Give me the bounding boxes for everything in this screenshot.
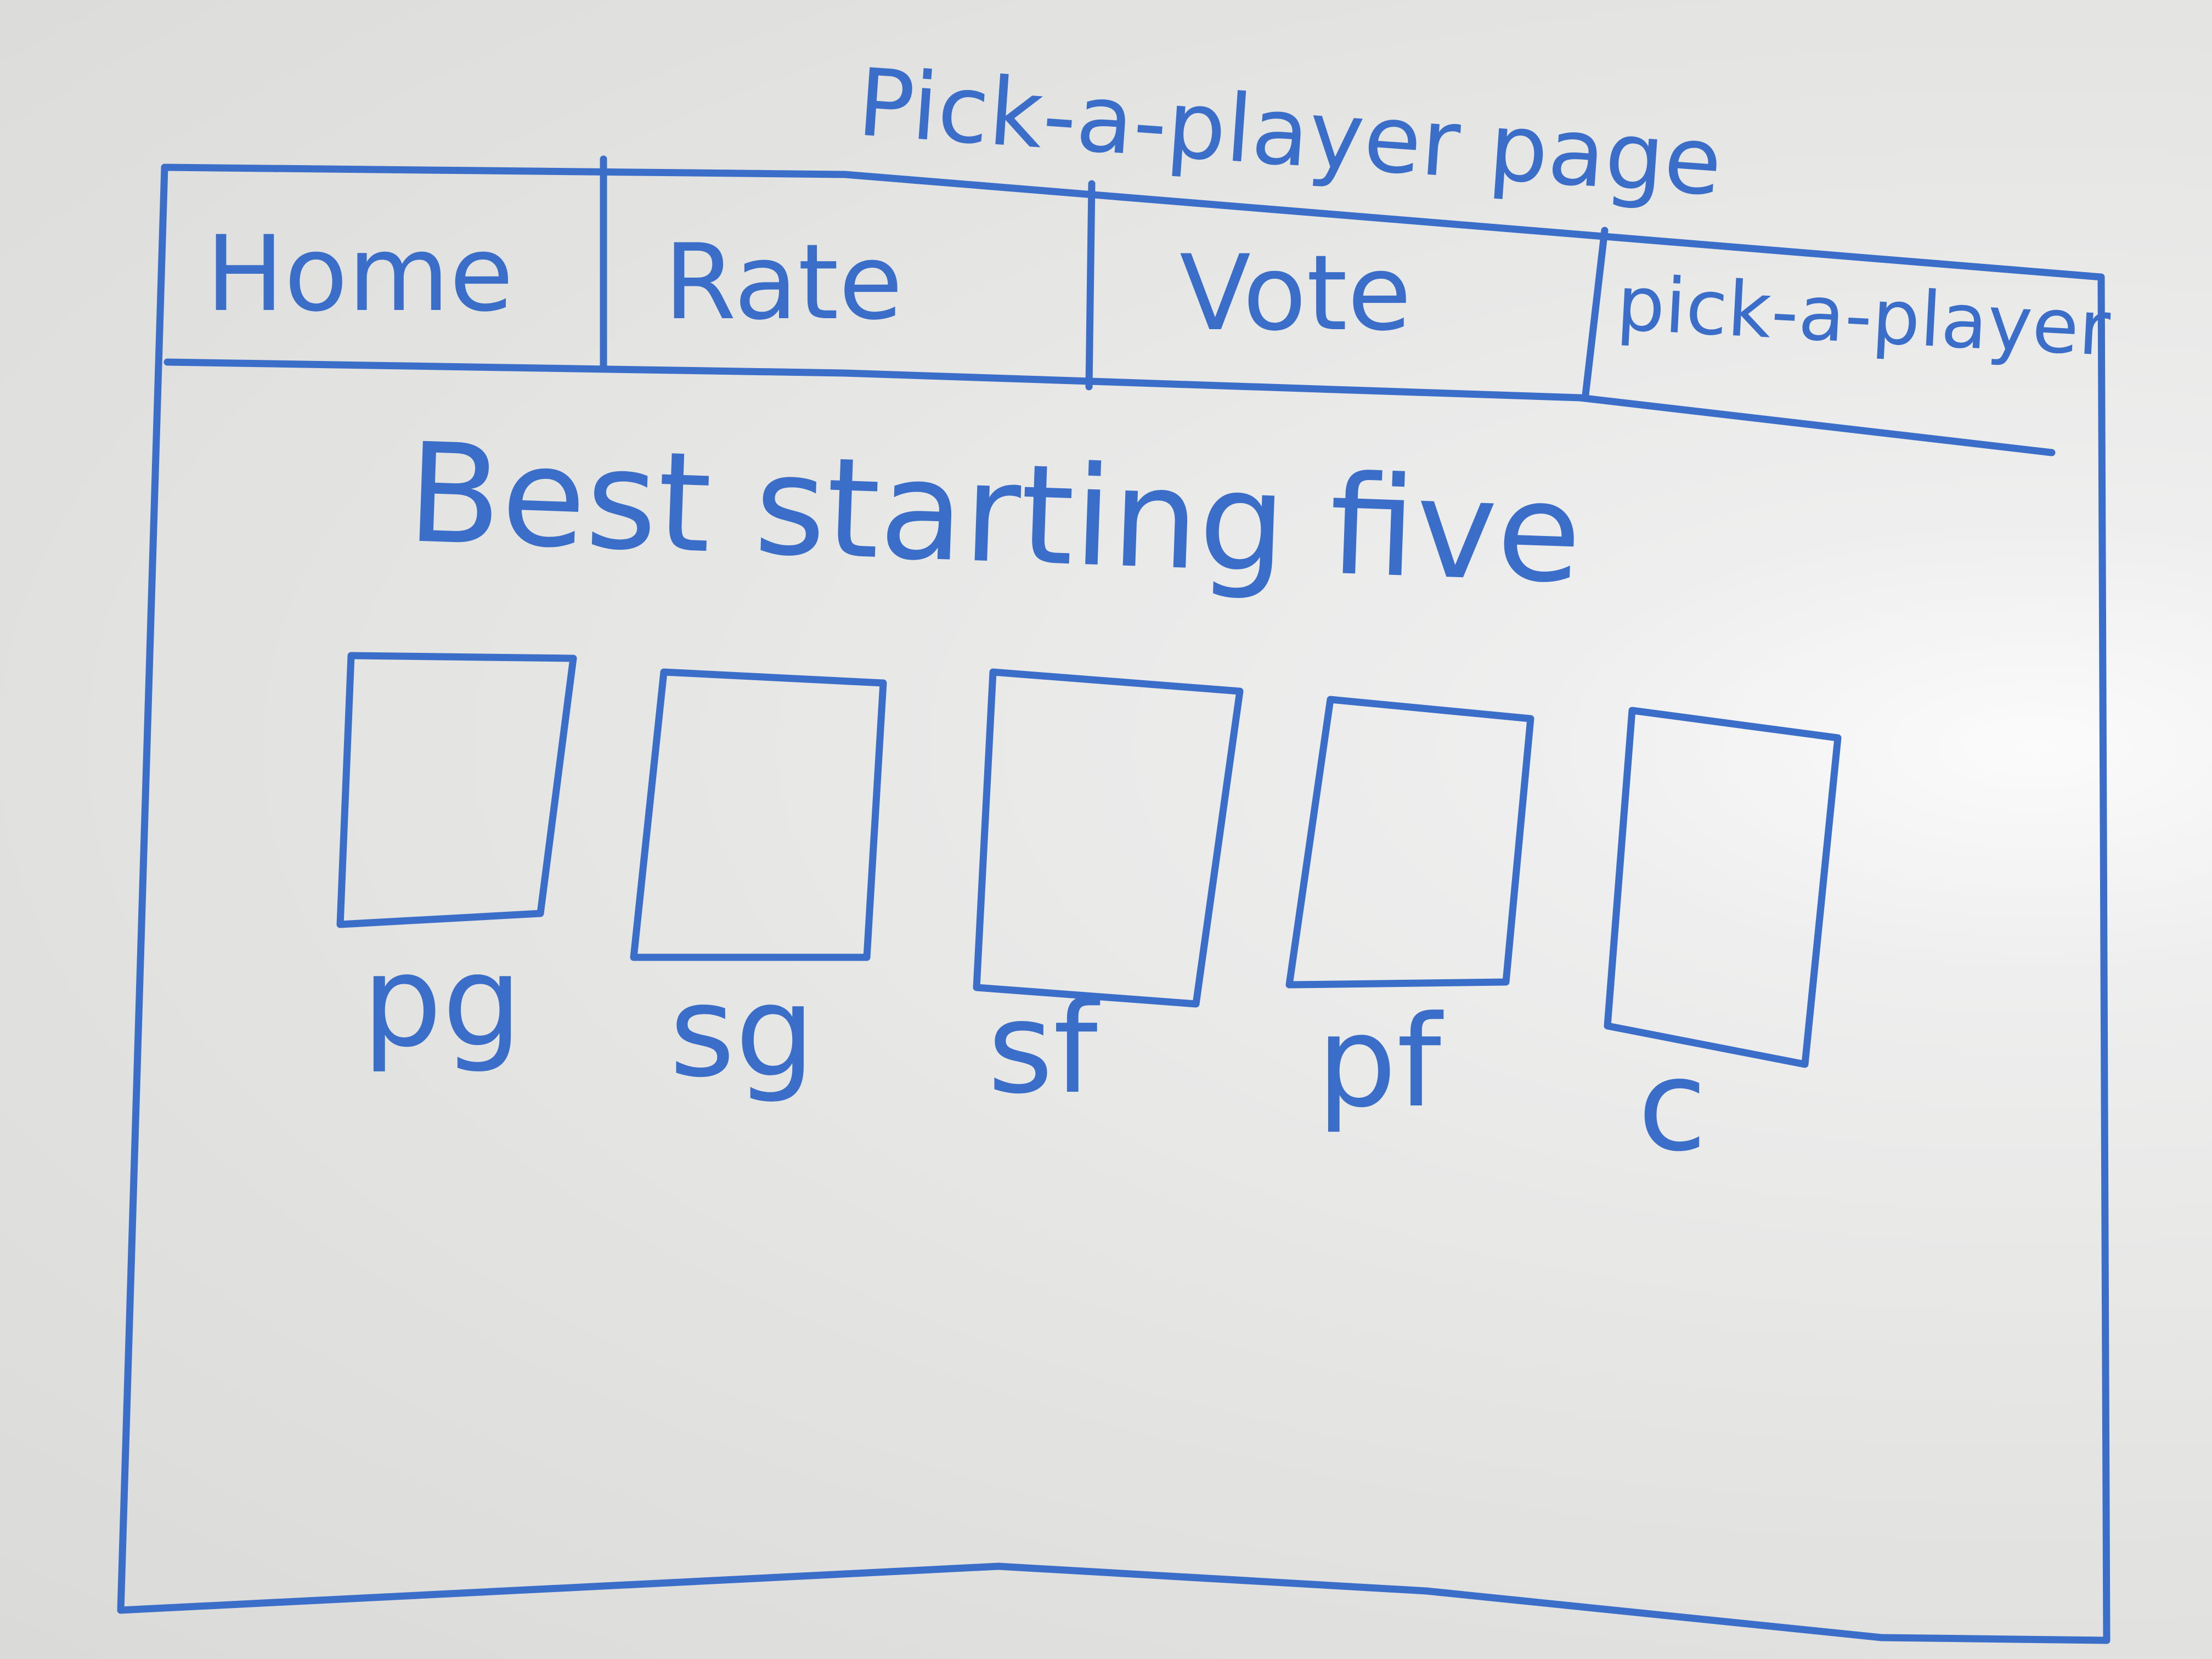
page-frame (117, 163, 2111, 1644)
tab-separator-2 (1085, 180, 1096, 391)
position-label-sf: sf (988, 975, 1101, 1122)
player-slot-sf[interactable]: sf (973, 668, 1244, 1122)
player-slot-pf[interactable]: pf (1285, 696, 1534, 1136)
player-slot-pg[interactable]: pg (336, 652, 577, 1075)
tab-pick-a-player[interactable]: pick-a-player (1615, 259, 2112, 373)
player-slot-c[interactable]: c (1604, 707, 1842, 1180)
tab-pick-a-player-label: pick-a-player (1615, 259, 2112, 373)
tab-home[interactable]: Home (206, 213, 514, 335)
tab-separator-3 (1582, 227, 1609, 399)
tab-rate-label: Rate (664, 222, 903, 343)
player-card-sg[interactable] (630, 668, 887, 961)
player-card-pf[interactable] (1285, 696, 1534, 989)
position-label-pg: pg (362, 929, 522, 1075)
tab-home-label: Home (206, 213, 514, 335)
player-card-pg[interactable] (336, 652, 577, 928)
tab-vote-label: Vote (1180, 233, 1412, 354)
nav-bar-divider (163, 358, 2056, 456)
player-card-c[interactable] (1604, 707, 1842, 1068)
section-heading: Best starting five (405, 413, 1584, 614)
tab-rate[interactable]: Rate (664, 222, 903, 343)
position-label-pf: pf (1317, 989, 1444, 1136)
page-title: Pick-a-player page (854, 48, 1725, 217)
tab-vote[interactable]: Vote (1180, 233, 1412, 354)
player-card-sf[interactable] (973, 668, 1244, 1008)
position-label-c: c (1638, 1033, 1707, 1180)
player-slot-sg[interactable]: sg (630, 668, 887, 1105)
position-label-sg: sg (669, 959, 815, 1105)
